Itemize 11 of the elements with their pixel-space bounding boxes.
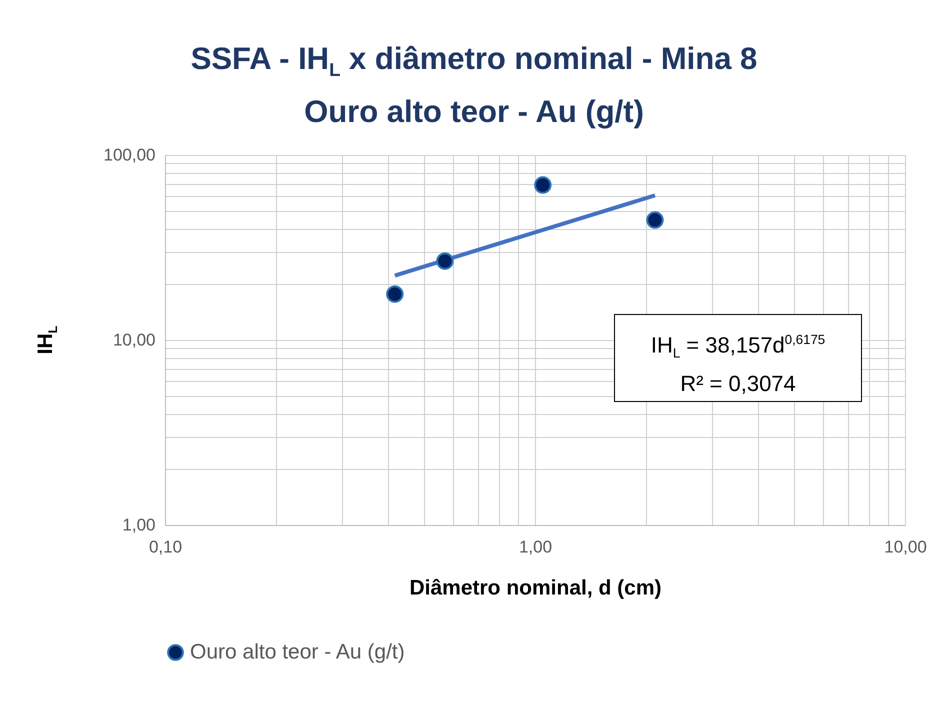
- legend-label: Ouro alto teor - Au (g/t): [190, 640, 405, 664]
- chart-title: SSFA - IH$_{L}$ x diâmetro nominal - Mina 8: [190, 41, 758, 80]
- x-tick-label: 1,00: [518, 538, 552, 556]
- text-box: IH$_{L}$ = 38,157d$^{0,6175}$ R² = 0,3074: [614, 314, 862, 402]
- x-axis-title: Diâmetro nominal, d (cm): [409, 576, 662, 600]
- y-tick-label: 100,00: [104, 146, 156, 164]
- x-tick-label: 10,00: [884, 538, 927, 556]
- x-tick-label: 0,10: [148, 538, 182, 556]
- y-tick-label: 10,00: [112, 330, 156, 350]
- y-tick-label: 1,00: [122, 516, 156, 534]
- chart-subtitle: Ouro alto teor - Au (g/t): [304, 94, 644, 130]
